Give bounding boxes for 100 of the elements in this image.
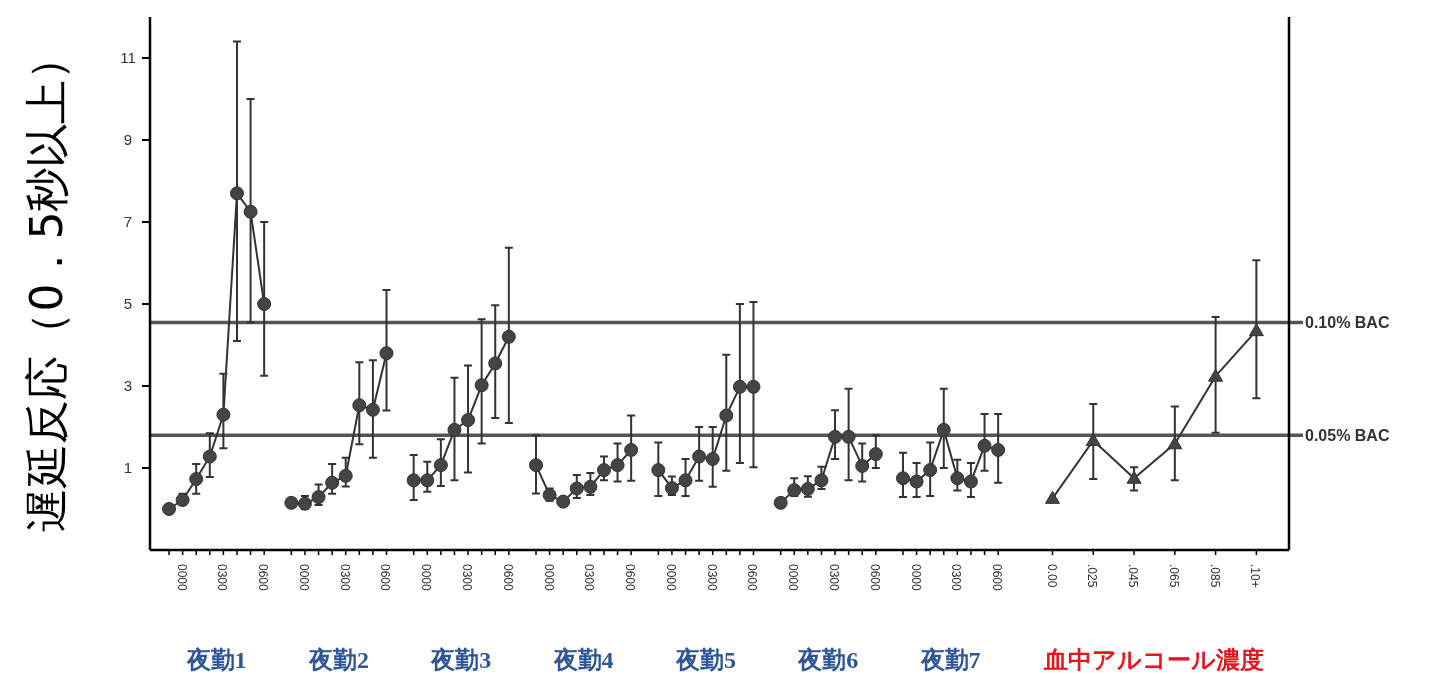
x-tick-label: .085 xyxy=(1207,564,1222,588)
text: 夜勤4 xyxy=(552,647,614,673)
y-tick-label: 11 xyxy=(120,49,136,66)
point xyxy=(162,502,177,516)
x-tick-label: 0600 xyxy=(500,564,515,592)
text: 夜勤2 xyxy=(307,647,369,673)
text: 夜勤7 xyxy=(919,647,981,673)
x-tick-label: 0300 xyxy=(949,564,964,592)
point xyxy=(1126,470,1142,484)
point xyxy=(379,346,394,361)
point xyxy=(855,458,870,473)
text: 夜勤1 xyxy=(185,647,247,673)
x-tick-label: 0600 xyxy=(256,564,271,592)
point xyxy=(596,463,611,478)
point xyxy=(406,473,421,488)
point xyxy=(229,186,244,201)
point xyxy=(787,483,802,498)
x-tick-label: 0300 xyxy=(827,564,842,592)
point xyxy=(814,473,829,488)
x-tick-label: .025 xyxy=(1085,564,1100,588)
text: 夜勤3 xyxy=(430,647,492,673)
point xyxy=(977,438,992,453)
point xyxy=(488,356,503,371)
point xyxy=(746,379,761,394)
point xyxy=(284,495,299,510)
x-tick-label: 0000 xyxy=(908,564,923,592)
point xyxy=(800,481,815,496)
x-tick-label: .045 xyxy=(1126,564,1141,588)
point xyxy=(202,449,217,464)
y-tick-label: 3 xyxy=(123,377,133,394)
point xyxy=(189,472,204,487)
point xyxy=(773,495,788,510)
y-tick-label: 7 xyxy=(123,213,133,230)
point xyxy=(692,449,707,464)
point xyxy=(257,297,272,311)
point xyxy=(501,329,516,344)
point xyxy=(923,463,938,478)
point xyxy=(678,473,693,488)
point xyxy=(841,429,856,444)
point xyxy=(1085,433,1101,447)
ref-line-label: 0.05% BAC xyxy=(1305,427,1390,445)
point xyxy=(624,442,639,457)
x-tick-label: 0000 xyxy=(419,564,434,592)
point xyxy=(719,408,734,423)
x-tick-label: 0600 xyxy=(623,564,638,592)
point xyxy=(461,413,476,428)
x-tick-label: 0600 xyxy=(990,564,1005,592)
y-tick-label: 9 xyxy=(123,131,133,148)
point xyxy=(610,458,625,473)
x-tick-label: 0000 xyxy=(296,564,311,592)
x-tick-label: 0600 xyxy=(378,564,393,592)
x-tick-label: 0300 xyxy=(704,564,719,592)
point xyxy=(325,475,340,490)
point xyxy=(216,407,231,422)
y-axis-title: 遅延反応（0．5秒以上） xyxy=(21,35,72,532)
x-tick-label: 0000 xyxy=(174,564,189,592)
text: 夜勤6 xyxy=(797,647,859,673)
point xyxy=(556,494,571,509)
x-tick-label: 0300 xyxy=(337,564,352,592)
x-tick-label: 0000 xyxy=(541,564,556,592)
point xyxy=(651,463,666,478)
point xyxy=(868,447,883,462)
point xyxy=(1045,490,1060,504)
point xyxy=(569,481,584,496)
point xyxy=(963,474,978,489)
point xyxy=(352,398,367,413)
y-tick-label: 5 xyxy=(123,295,133,312)
point xyxy=(991,442,1006,457)
point xyxy=(732,379,747,394)
point xyxy=(1248,323,1264,337)
x-tick-label: 0300 xyxy=(215,564,230,592)
x-tick-label: 0000 xyxy=(663,564,678,592)
y-tick-label: 1 xyxy=(123,459,133,476)
x-tick-label: 0000 xyxy=(786,564,801,592)
point xyxy=(311,490,326,505)
point xyxy=(447,422,462,437)
point xyxy=(895,471,910,486)
x-tick-label: 0600 xyxy=(867,564,882,592)
x-tick-label: 0300 xyxy=(460,564,475,592)
point xyxy=(529,458,544,473)
point xyxy=(365,402,380,417)
point xyxy=(936,422,951,437)
x-tick-label: .065 xyxy=(1166,564,1181,588)
point xyxy=(420,473,435,488)
point xyxy=(664,481,679,496)
x-tick-label: 0.00 xyxy=(1044,564,1059,588)
point xyxy=(338,468,353,483)
text: 夜勤5 xyxy=(674,647,736,673)
point xyxy=(950,471,965,486)
point xyxy=(243,204,258,219)
x-tick-label: .10+ xyxy=(1248,564,1263,588)
point xyxy=(583,479,598,494)
point xyxy=(705,451,720,466)
text: 血中アルコール濃度 xyxy=(1043,647,1265,673)
x-tick-label: 0300 xyxy=(582,564,597,592)
point xyxy=(474,378,489,393)
point xyxy=(1208,368,1224,382)
point xyxy=(828,429,843,444)
x-tick-label: 0600 xyxy=(745,564,760,592)
point xyxy=(1167,436,1183,450)
